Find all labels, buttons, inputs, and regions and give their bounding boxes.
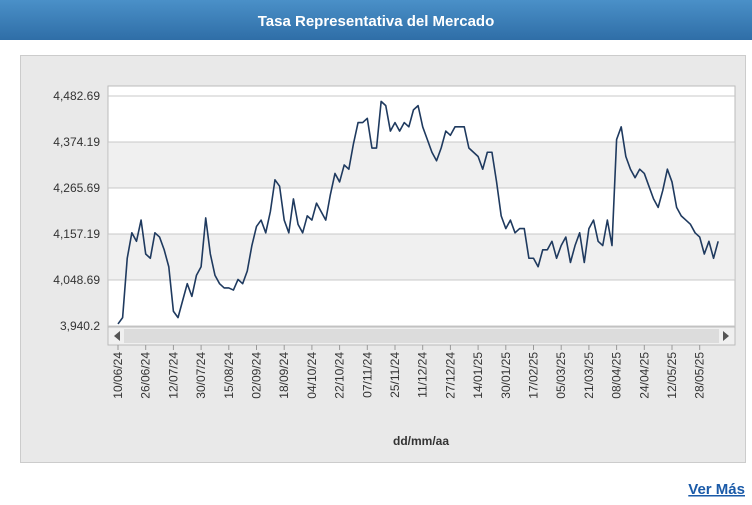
x-tick-label: 21/03/25 <box>582 352 596 399</box>
x-tick-label: 07/11/24 <box>360 352 374 398</box>
y-tick-label: 4,482.69 <box>53 89 100 103</box>
y-tick-label: 4,374.19 <box>53 135 100 149</box>
ver-mas-link[interactable]: Ver Más <box>688 481 745 498</box>
x-tick-label: 14/01/25 <box>471 352 485 399</box>
header <box>0 0 752 40</box>
grid-band <box>109 234 734 281</box>
x-tick-label: 15/08/24 <box>222 352 236 399</box>
x-tick-label: 05/03/25 <box>554 352 568 399</box>
x-tick-label: 22/10/24 <box>333 352 347 399</box>
plot-area <box>107 85 736 346</box>
y-tick-label: 3,940.2 <box>60 319 100 333</box>
scroll-right[interactable] <box>723 331 729 341</box>
scroll-left[interactable] <box>114 331 120 341</box>
x-tick-label: 30/07/24 <box>194 352 208 399</box>
x-tick-label: 02/09/24 <box>250 352 264 399</box>
x-tick-label: 18/09/24 <box>277 352 291 399</box>
x-tick-label: 11/12/24 <box>416 352 430 398</box>
x-tick-label: 12/07/24 <box>166 352 180 399</box>
x-tick-label: 30/01/25 <box>499 352 513 399</box>
x-axis-title: dd/mm/aa <box>393 434 449 448</box>
x-tick-label: 10/06/24 <box>111 352 125 399</box>
line-series <box>117 100 719 325</box>
x-tick-label: 25/11/24 <box>388 352 402 398</box>
y-tick-label: 4,048.69 <box>53 273 100 287</box>
x-tick-label: 04/10/24 <box>305 352 319 399</box>
y-tick-label: 4,157.19 <box>53 227 100 241</box>
x-tick-label: 24/04/25 <box>637 352 651 399</box>
x-tick-label: 26/06/24 <box>139 352 153 399</box>
header-title: Tasa Representativa del Mercado <box>258 13 494 30</box>
x-tick-label: 17/02/25 <box>527 352 541 399</box>
scroll-thumb[interactable] <box>124 329 719 343</box>
x-tick-label: 27/12/24 <box>443 352 457 399</box>
y-tick-label: 4,265.69 <box>53 181 100 195</box>
marks <box>117 100 719 325</box>
x-tick-label: 12/05/25 <box>665 352 679 399</box>
grid <box>108 95 735 327</box>
x-tick-label: 28/05/25 <box>693 352 707 399</box>
grid-band <box>109 142 734 189</box>
x-tick-label: 08/04/25 <box>610 352 624 399</box>
